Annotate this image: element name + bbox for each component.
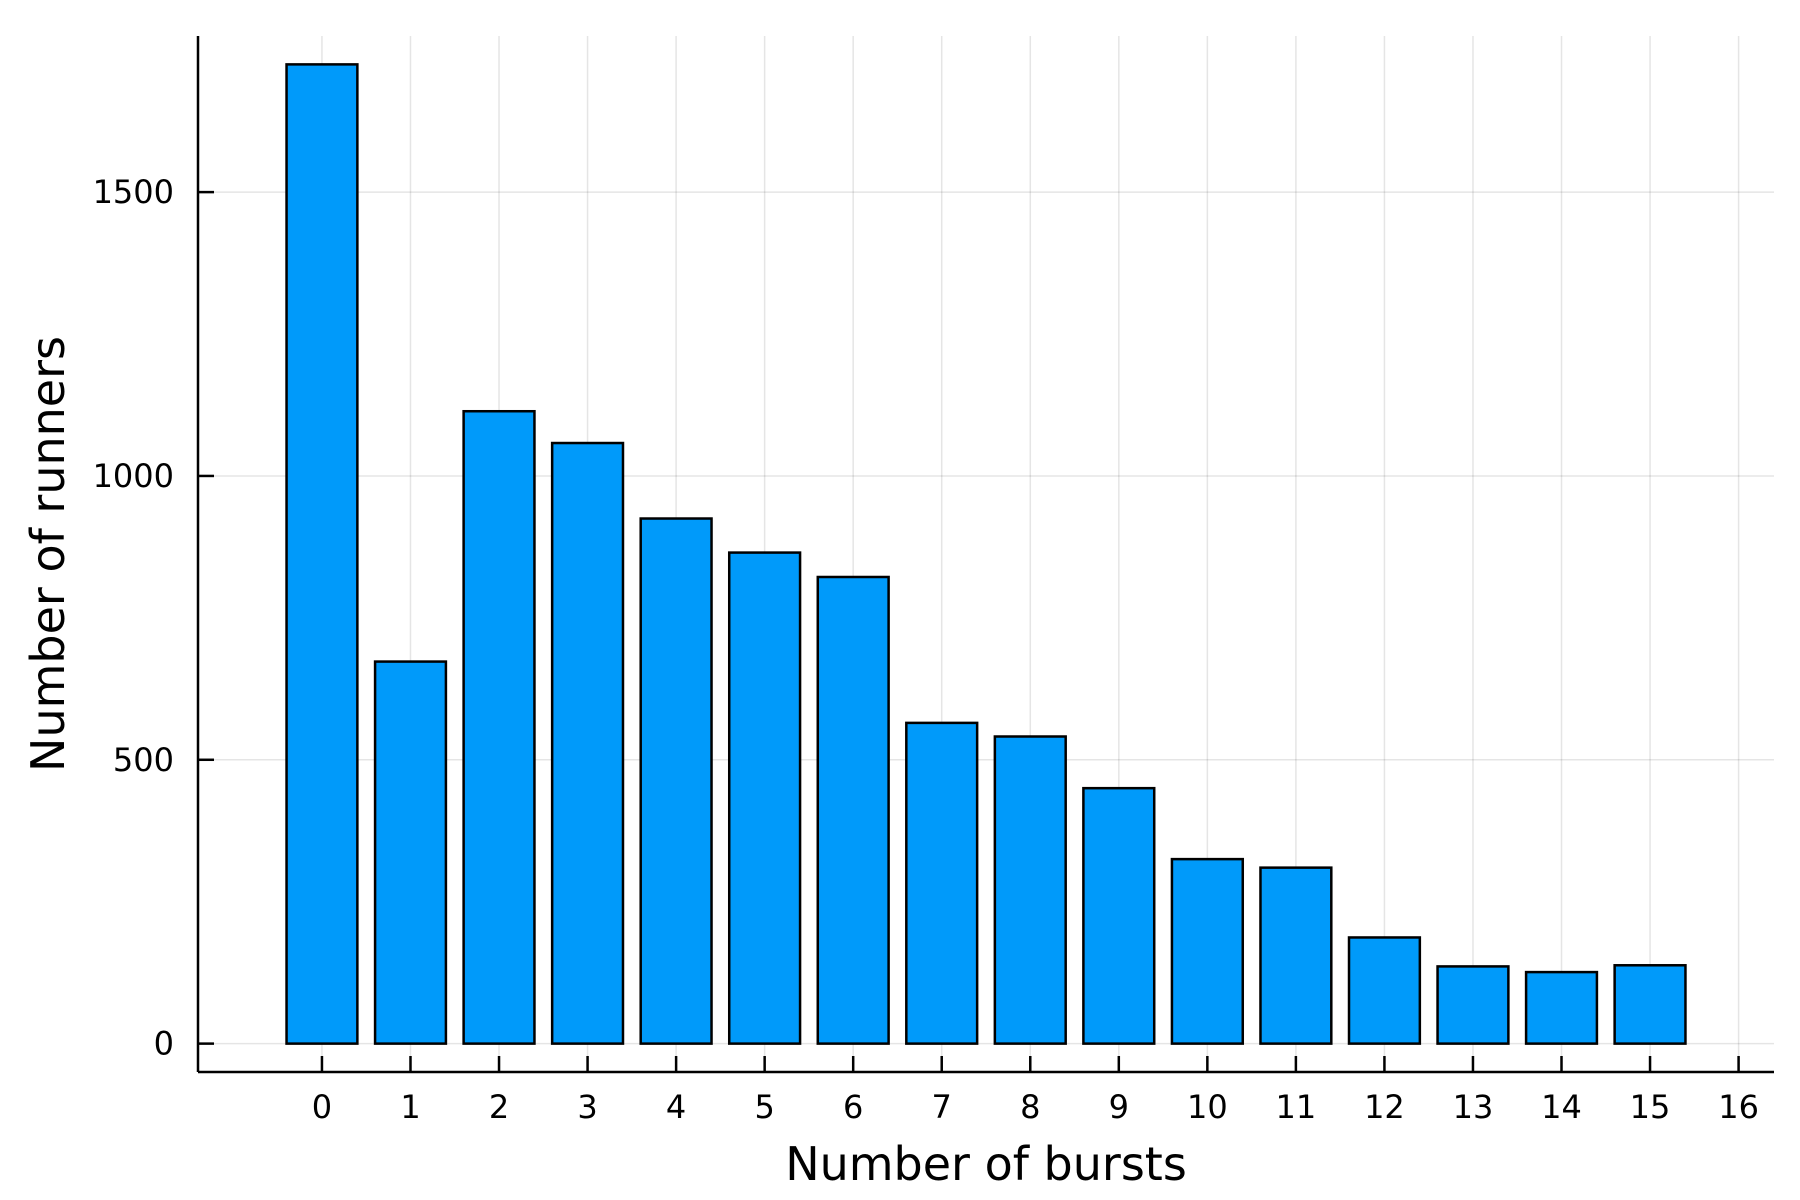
- bar-7: [905, 721, 979, 1045]
- bar-8: [993, 735, 1067, 1045]
- x-tick-label: 3: [577, 1088, 597, 1126]
- x-tick-label: 11: [1276, 1088, 1317, 1126]
- bars: [285, 63, 1687, 1045]
- x-tick-label: 7: [932, 1088, 952, 1126]
- bar-4: [639, 517, 713, 1045]
- y-tick-label: 1500: [93, 173, 174, 211]
- bar-15: [1613, 964, 1687, 1045]
- bar-11: [1259, 866, 1333, 1045]
- bar-13: [1436, 965, 1510, 1045]
- y-axis-label: Number of runners: [21, 336, 75, 772]
- x-tick-label: 15: [1630, 1088, 1671, 1126]
- x-tick-label: 12: [1364, 1088, 1405, 1126]
- x-tick-label: 5: [754, 1088, 774, 1126]
- y-axis-ticks: 0 500 1000 1500: [93, 173, 214, 1063]
- x-tick-label: 16: [1718, 1088, 1759, 1126]
- y-tick-label: 1000: [93, 457, 174, 495]
- x-tick-label: 10: [1187, 1088, 1228, 1126]
- bar-9: [1082, 786, 1156, 1045]
- x-axis-label: Number of bursts: [785, 1137, 1187, 1191]
- x-tick-label: 0: [312, 1088, 332, 1126]
- x-tick-label: 14: [1541, 1088, 1582, 1126]
- x-tick-label: 2: [489, 1088, 509, 1126]
- x-tick-label: 8: [1020, 1088, 1040, 1126]
- axes: [196, 36, 1774, 1074]
- y-tick-label: 500: [113, 741, 174, 779]
- x-tick-label: 13: [1453, 1088, 1494, 1126]
- bar-5: [727, 551, 802, 1045]
- x-tick-label: 6: [843, 1088, 863, 1126]
- grid-lines: [198, 36, 1774, 1072]
- bar-3: [550, 441, 625, 1045]
- bar-10: [1170, 857, 1245, 1045]
- bar-2: [462, 409, 536, 1045]
- x-tick-label: 4: [666, 1088, 686, 1126]
- bar-14: [1524, 970, 1599, 1045]
- bar-12: [1347, 936, 1422, 1045]
- x-tick-label: 9: [1109, 1088, 1129, 1126]
- bar-0: [285, 63, 359, 1045]
- bar-6: [816, 575, 890, 1045]
- y-tick-label: 0: [154, 1025, 174, 1063]
- bar-1: [373, 660, 448, 1045]
- x-tick-label: 1: [400, 1088, 420, 1126]
- x-axis-ticks: 0 1 2 3 4 5 6 7 8 9 10 11 12 13 14 15 16: [312, 1056, 1759, 1126]
